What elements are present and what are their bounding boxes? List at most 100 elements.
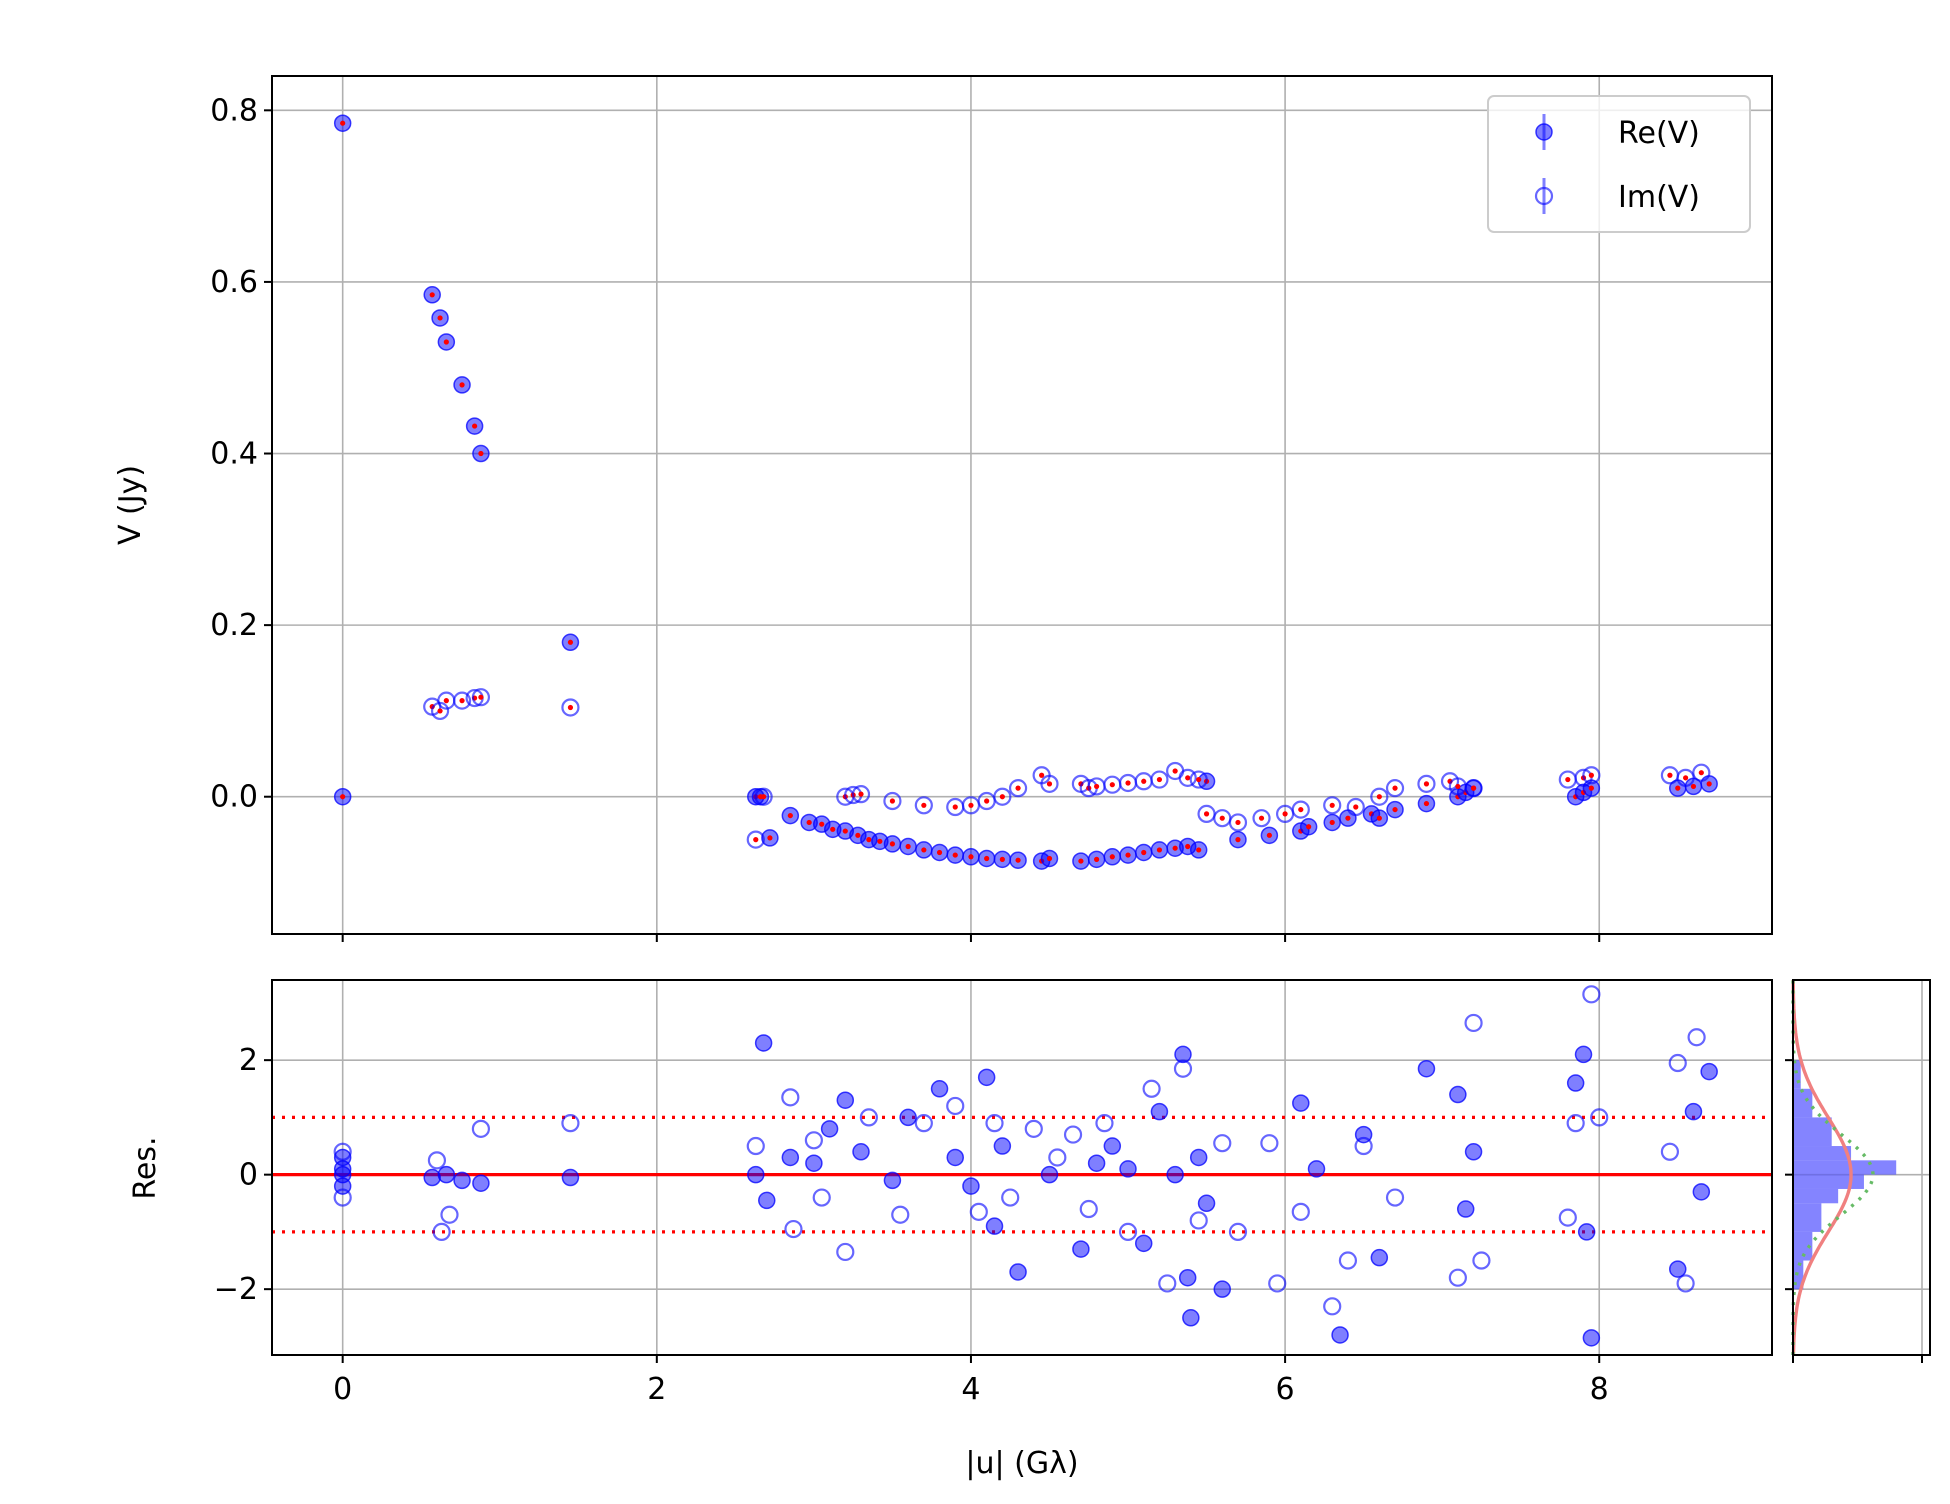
top-im-point-47	[1582, 766, 1601, 785]
top-model-dot-21	[905, 843, 911, 850]
bottom-im-point-25	[1118, 1222, 1138, 1242]
top-model-dot-46	[1345, 815, 1351, 821]
top-model-dot-40	[1392, 785, 1398, 791]
bottom-im-point-1	[333, 1142, 352, 1161]
bottom-im-point-26	[1142, 1079, 1161, 1098]
top-model-dot-32	[1094, 856, 1100, 862]
top-model-dot-44	[1470, 785, 1477, 791]
bottom-im-point-6	[561, 1114, 580, 1133]
bottom-re-point-27	[1072, 1240, 1090, 1258]
top-model-dot-1	[437, 708, 443, 714]
top-model-dot-3	[437, 315, 443, 321]
top-model-dot-13	[806, 819, 812, 826]
top-model-dot-16	[984, 798, 990, 804]
top-im-point-1	[430, 701, 450, 721]
top-im-point-8	[754, 787, 773, 806]
top-model-dot-42	[1266, 832, 1272, 838]
top-im-point-17	[993, 787, 1012, 806]
bottom-im-point-14	[891, 1205, 910, 1224]
bottom-im-point-28	[1173, 1059, 1193, 1078]
top-model-dot-37	[1329, 802, 1335, 808]
top-model-dot-27	[1156, 776, 1163, 783]
top-model-dot-33	[1235, 819, 1241, 826]
top-model-dot-8	[567, 639, 574, 645]
bottom-re-point-22	[977, 1068, 996, 1087]
top-im-point-49	[1676, 768, 1695, 787]
bottom-re-point-24	[993, 1137, 1012, 1155]
top-model-dot-43	[1455, 783, 1461, 790]
bottom-re-point-8	[561, 1168, 580, 1187]
bottom-ylabel: Res.	[128, 1136, 163, 1199]
top-ytick-label-2: 0.4	[210, 437, 258, 472]
bottom-re-point-28	[1087, 1154, 1106, 1172]
top-model-dot-2	[443, 698, 449, 704]
bottom-re-point-37	[1189, 1148, 1208, 1167]
top-model-dot-50	[1423, 800, 1430, 807]
top-model-dot-1	[340, 794, 346, 800]
top-model-dot-58	[1690, 783, 1697, 790]
top-model-dot-18	[1015, 785, 1021, 791]
bottom-im-point-17	[969, 1202, 988, 1221]
bottom-re-point-34	[1174, 1045, 1192, 1064]
bottom-re-point-26	[1040, 1165, 1059, 1184]
top-model-dot-39	[1376, 794, 1382, 800]
bottom-re-point-45	[1417, 1059, 1436, 1078]
bottom-im-point-37	[1354, 1136, 1373, 1156]
bottom-xtick-label-2: 4	[961, 1372, 980, 1407]
top-im-point-20	[1040, 774, 1059, 793]
top-model-dot-18	[866, 837, 872, 843]
bottom-xtick-label-3: 6	[1276, 1372, 1295, 1407]
top-model-dot-12	[787, 812, 793, 819]
top-model-dot-45	[1565, 776, 1571, 783]
bottom-ytick-label-0: 2	[239, 1043, 258, 1078]
top-model-dot-36	[1298, 806, 1304, 813]
bottom-re-point-11	[758, 1191, 776, 1210]
histogram-marks	[1791, 980, 1897, 1356]
bottom-re-point-30	[1119, 1160, 1137, 1178]
bottom-im-point-8	[781, 1088, 800, 1107]
top-model-dot-39	[1196, 847, 1202, 853]
bottom-im-point-42	[1558, 1208, 1577, 1227]
bottom-re-point-7	[472, 1174, 490, 1192]
bottom-im-point-11	[812, 1188, 831, 1207]
histogram-plot-frame	[1792, 979, 1931, 1356]
bottom-re-point-5	[437, 1165, 456, 1184]
top-model-dot-24	[1109, 782, 1115, 788]
bottom-im-point-20	[1024, 1119, 1043, 1138]
legend-box	[1487, 95, 1751, 233]
legend-marker-1	[1534, 186, 1554, 206]
top-model-dot-41	[1423, 781, 1430, 787]
top-model-dot-5	[459, 382, 465, 388]
bottom-im-point-5	[471, 1119, 491, 1138]
bottom-im-point-29	[1189, 1211, 1208, 1230]
top-grid	[272, 76, 1772, 934]
bottom-re-point-38	[1197, 1194, 1216, 1213]
bottom-im-point-19	[1001, 1188, 1020, 1207]
top-model-dot-5	[478, 694, 484, 700]
top-model-dot-50	[1698, 770, 1704, 776]
top-model-dot-41	[1235, 837, 1241, 843]
top-model-dot-15	[830, 826, 836, 832]
top-im-point-40	[1385, 779, 1405, 798]
top-im-point-50	[1692, 763, 1711, 782]
hist-bar-4	[1793, 1174, 1864, 1189]
bottom-im-point-27	[1158, 1274, 1177, 1293]
bottom-re-point-35	[1178, 1268, 1197, 1287]
bottom-im-point-21	[1048, 1148, 1067, 1167]
top-model-dot-20	[889, 841, 896, 847]
bottom-re-point-17	[883, 1171, 902, 1190]
bottom-re-point-44	[1370, 1248, 1389, 1267]
top-model-dot-30	[1196, 776, 1202, 783]
bottom-re-point-49	[1566, 1074, 1585, 1092]
top-model-dot-49	[1392, 806, 1398, 813]
top-im-point-38	[1346, 797, 1365, 817]
top-model-dot-20	[1046, 781, 1053, 787]
bottom-re-point-53	[1669, 1260, 1687, 1278]
bottom-ytick-label-1: 0	[239, 1158, 258, 1193]
top-model-dot-37	[1172, 845, 1178, 851]
bottom-re-point-15	[836, 1091, 855, 1109]
bottom-re-point-21	[962, 1177, 980, 1195]
bottom-re-point-54	[1684, 1102, 1703, 1121]
top-im-point-30	[1189, 770, 1208, 789]
